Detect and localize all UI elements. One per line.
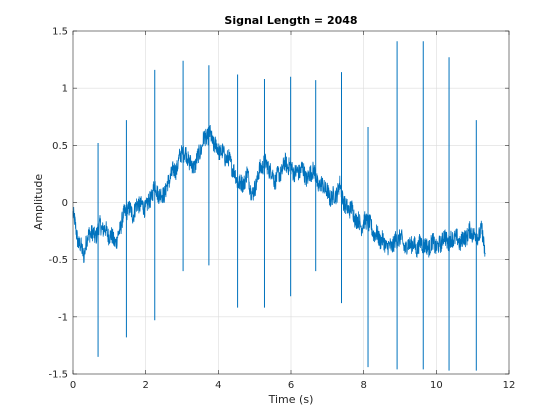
y-tick-label: 1 — [62, 84, 68, 95]
x-tick-label: 8 — [360, 380, 366, 391]
ticks: 0 2 4 6 8 10 12 -1.5 -1 -0.5 0 0.5 1 1.5 — [48, 27, 515, 392]
x-axis-label: Time (s) — [268, 393, 314, 406]
y-tick-label: 0.5 — [52, 141, 68, 152]
x-tick-label: 2 — [142, 380, 148, 391]
x-tick-label: 0 — [70, 380, 76, 391]
x-tick-label: 4 — [215, 380, 221, 391]
signal-plot — [72, 41, 486, 371]
y-tick-label: 0 — [62, 198, 68, 209]
chart-title: Signal Length = 2048 — [224, 14, 357, 27]
y-tick-label: -1.5 — [48, 370, 68, 381]
y-tick-label: -0.5 — [48, 255, 68, 266]
x-tick-label: 12 — [503, 380, 516, 391]
y-tick-label: 1.5 — [52, 27, 68, 38]
series-line — [72, 124, 486, 263]
x-tick-label: 6 — [288, 380, 294, 391]
y-axis-label: Amplitude — [32, 174, 45, 231]
y-tick-label: -1 — [58, 312, 68, 323]
x-tick-label: 10 — [430, 380, 443, 391]
